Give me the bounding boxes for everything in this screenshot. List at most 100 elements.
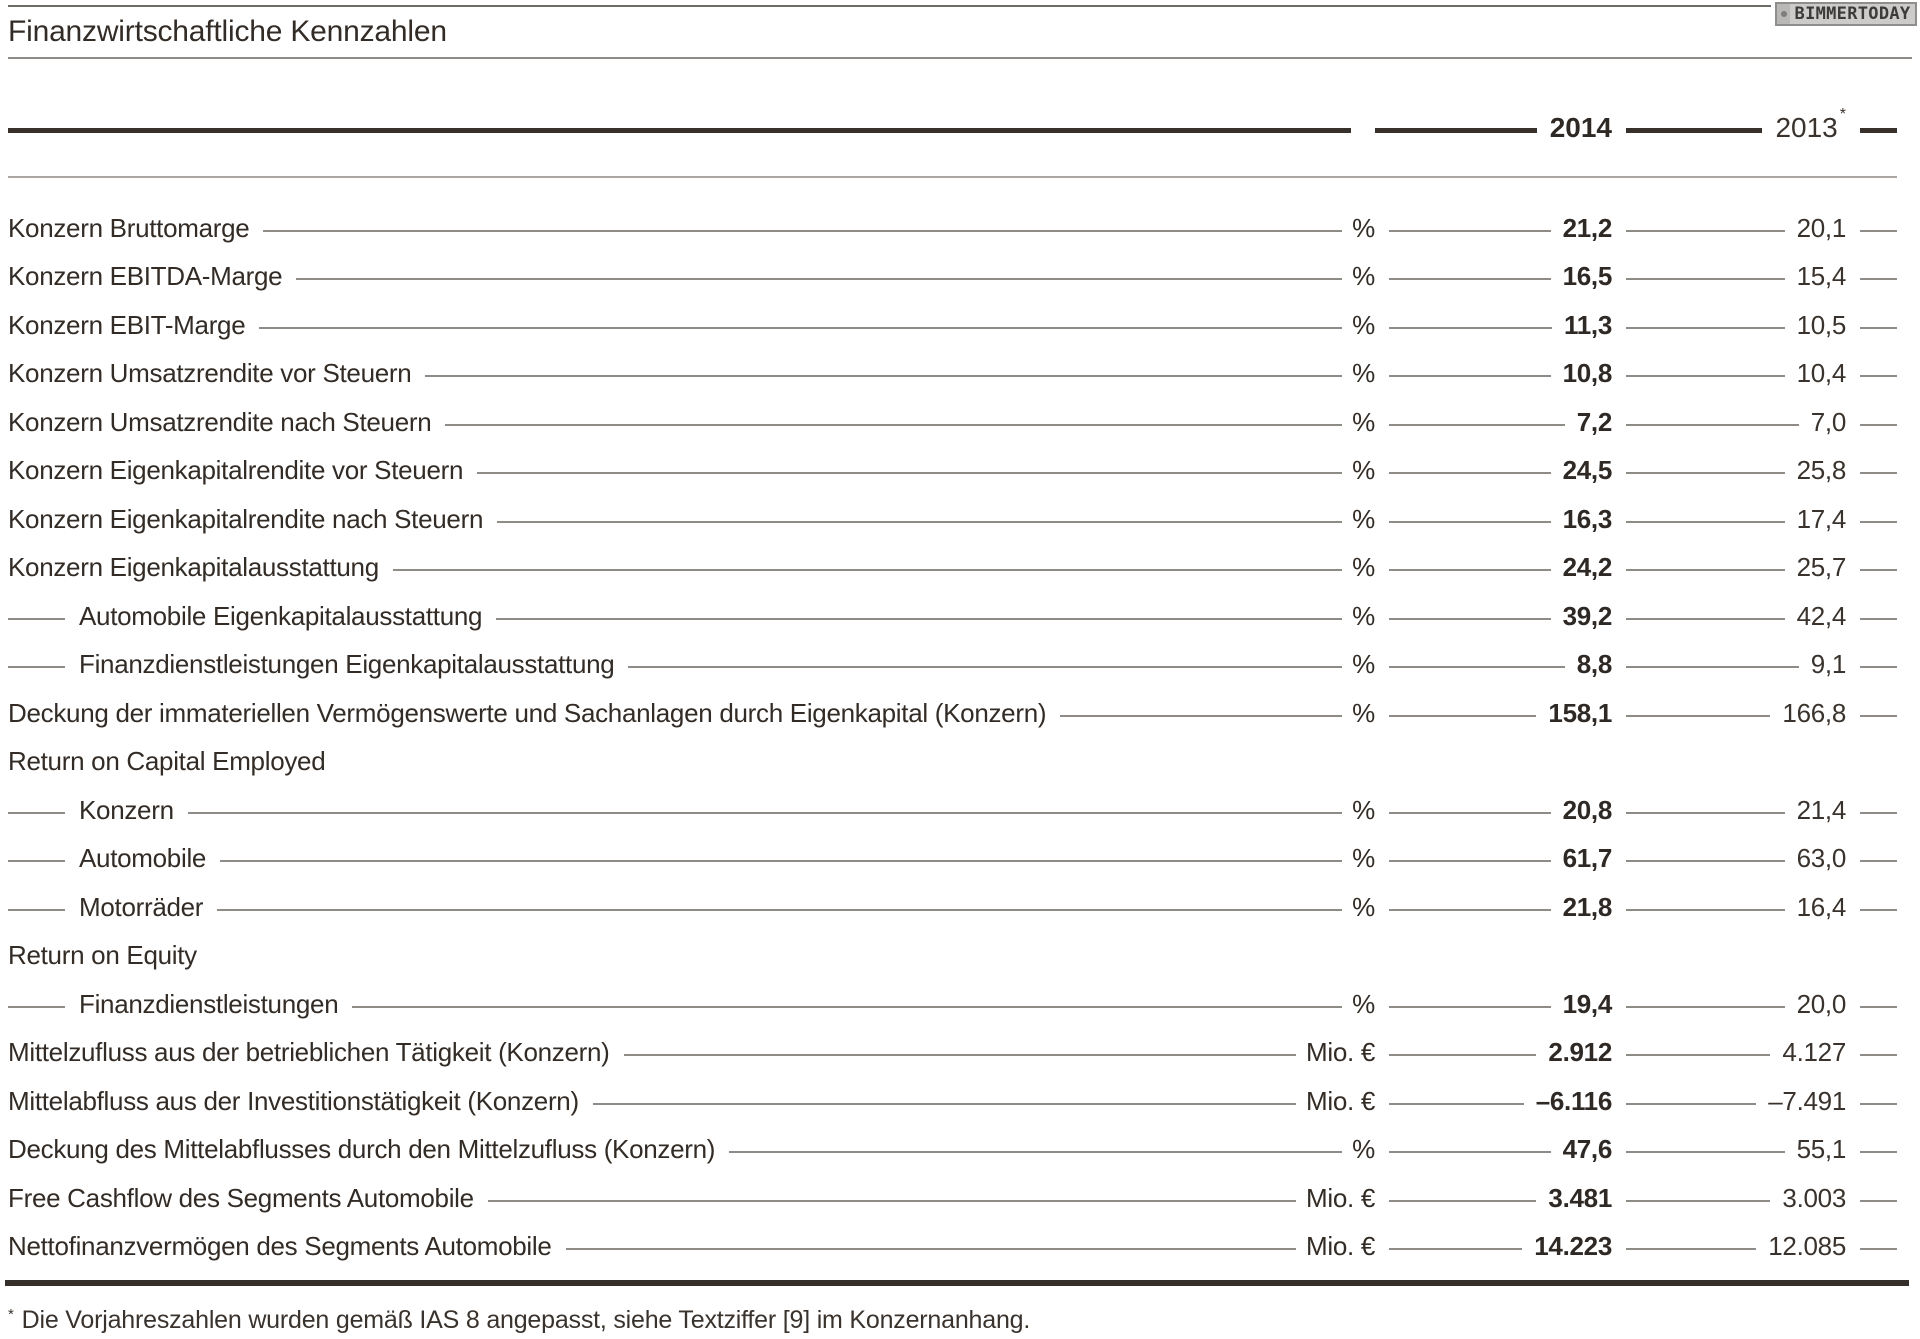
leader-line (628, 666, 1283, 669)
leader-line (1389, 569, 1551, 572)
table-row: Automobile Eigenkapitalausstattung % 39,… (8, 592, 1897, 641)
row-tail (1846, 225, 1897, 232)
unit-cell: % (1283, 407, 1375, 438)
unit-cell: % (1283, 1134, 1375, 1165)
leader-line (1283, 860, 1343, 863)
leader-line (1626, 908, 1785, 911)
value-2014: 47,6 (1562, 1134, 1613, 1165)
top-rule (8, 5, 1771, 7)
value-2013-cell: 20,1 (1612, 213, 1846, 244)
leader-line (1283, 617, 1343, 620)
leader-line (496, 617, 1283, 620)
unit-cell: % (1283, 698, 1375, 729)
leader-line (1626, 1054, 1771, 1057)
value-2014: 61,7 (1562, 843, 1613, 874)
leader-line (1626, 1102, 1757, 1105)
leader-line (1283, 1005, 1343, 1008)
table-row: Mittelzufluss aus der betrieblichen Täti… (8, 1029, 1897, 1078)
value-2013-cell: 42,4 (1612, 601, 1846, 632)
logo-plate-dot-icon (1780, 11, 1787, 17)
row-tail (1846, 1098, 1897, 1105)
row-unit: Mio. € (1305, 1231, 1375, 1262)
header-tail (1846, 124, 1897, 133)
value-2014: 3.481 (1548, 1182, 1612, 1213)
leader-line (187, 811, 1283, 814)
row-tail (1846, 1001, 1897, 1008)
leader-line (1283, 1248, 1296, 1251)
value-2013-cell: 25,7 (1612, 552, 1846, 583)
value-2013-cell: 20,0 (1612, 989, 1846, 1020)
leader-line (1626, 1151, 1785, 1154)
table-row: Konzern Bruttomarge % 21,2 20,1 (8, 204, 1897, 253)
column-header-2013-label: 2013 * (1775, 105, 1846, 143)
row-unit: % (1352, 358, 1375, 389)
unit-cell: Mio. € (1283, 1037, 1375, 1068)
row-unit: Mio. € (1305, 1037, 1375, 1068)
bimmertoday-logo: BIMMERTODAY (1775, 2, 1917, 26)
value-2014: 20,8 (1562, 794, 1613, 825)
leader-line (1626, 1199, 1771, 1202)
leader-line (1389, 617, 1551, 620)
row-unit: % (1352, 406, 1375, 437)
unit-cell: % (1283, 795, 1375, 826)
leader-line (1283, 375, 1343, 378)
title-underline (8, 57, 1912, 59)
value-2014-cell: 158,1 (1375, 698, 1612, 729)
value-2013: 10,4 (1796, 358, 1847, 389)
row-tail (1846, 273, 1897, 281)
indent-line (8, 666, 65, 669)
value-2013: 25,8 (1796, 455, 1847, 486)
row-tail (1846, 1243, 1897, 1251)
leader-line (1283, 472, 1343, 475)
leader-line (1626, 617, 1785, 620)
value-2014: 16,5 (1562, 261, 1613, 292)
table-row: Konzern Umsatzrendite vor Steuern % 10,8… (8, 350, 1897, 399)
column-header-2013: 2013 * (1612, 105, 1846, 144)
leader-line (1626, 1248, 1757, 1251)
row-label: Automobile Eigenkapitalausstattung (79, 600, 483, 631)
value-2014-cell: 39,2 (1375, 601, 1612, 632)
indent-line (8, 617, 65, 620)
leader-line (1389, 666, 1565, 669)
value-2013-cell: 10,5 (1612, 310, 1846, 341)
row-label: Konzern Bruttomarge (8, 212, 250, 243)
leader-line (1283, 714, 1343, 717)
row-tail-line (1860, 229, 1897, 232)
value-2014-cell: 16,3 (1375, 504, 1612, 535)
value-2014-cell: 14.223 (1375, 1231, 1612, 1262)
value-2014-cell: 8,8 (1375, 649, 1612, 680)
leader-line (1389, 229, 1551, 232)
footnote-text: Die Vorjahreszahlen wurden gemäß IAS 8 a… (21, 1306, 1031, 1334)
row-label: Konzern Eigenkapitalrendite vor Steuern (8, 455, 464, 486)
value-2013-cell: 7,0 (1612, 407, 1846, 438)
row-tail-line (1860, 569, 1897, 572)
row-tail (1846, 1049, 1897, 1057)
row-tail-line (1860, 1054, 1897, 1057)
row-label: Konzern (79, 794, 174, 825)
leader-line (296, 278, 1283, 281)
table-row: Konzern EBITDA-Marge % 16,5 15,4 (8, 253, 1897, 302)
leader-line (1626, 1005, 1785, 1008)
leader-line (1283, 1054, 1296, 1057)
table-row: Finanzdienstleistungen % 19,4 20,0 (8, 980, 1897, 1029)
row-tail (1846, 370, 1897, 378)
header-rule-segment (1626, 127, 1763, 133)
value-2013-cell: –7.491 (1612, 1086, 1846, 1117)
leader-line (259, 326, 1283, 329)
leader-line (1389, 375, 1551, 378)
leader-line (1389, 326, 1553, 329)
leader-line (1283, 811, 1343, 814)
row-tail-line (1860, 811, 1897, 814)
value-2014-cell: 7,2 (1375, 407, 1612, 438)
value-2013-cell: 17,4 (1612, 504, 1846, 535)
value-2013: 4.127 (1782, 1037, 1846, 1068)
row-unit: % (1352, 649, 1375, 680)
table-row: Nettofinanzvermögen des Segments Automob… (8, 1223, 1897, 1272)
value-2013: 21,4 (1796, 794, 1847, 825)
table-row: Konzern Eigenkapitalrendite vor Steuern … (8, 447, 1897, 496)
leader-line (1626, 278, 1785, 281)
row-unit: % (1352, 794, 1375, 825)
row-tail-line (1860, 1248, 1897, 1251)
value-2013-cell: 63,0 (1612, 843, 1846, 874)
row-unit: % (1352, 697, 1375, 728)
